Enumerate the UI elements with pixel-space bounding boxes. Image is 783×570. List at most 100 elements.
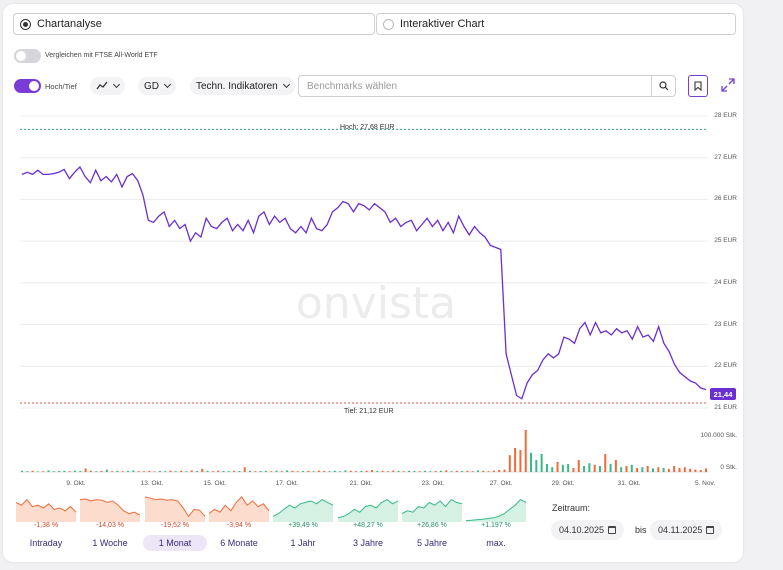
volume-bar bbox=[551, 467, 554, 472]
period-sparkline bbox=[145, 496, 205, 522]
volume-bar bbox=[381, 470, 384, 472]
period-button[interactable]: 1 Monat bbox=[143, 535, 207, 551]
volume-bar bbox=[508, 455, 511, 472]
volume-bar bbox=[455, 470, 458, 472]
last-price-badge: 21,44 bbox=[710, 388, 736, 400]
volume-bar bbox=[609, 464, 612, 472]
volume-bar bbox=[705, 468, 707, 472]
volume-max-label: 100.000 Stk. bbox=[700, 432, 738, 439]
x-tick-label: 13. Okt. bbox=[140, 480, 164, 487]
volume-bar bbox=[190, 470, 193, 472]
volume-bar bbox=[323, 471, 326, 472]
date-from-input[interactable]: 04.10.2025 bbox=[551, 520, 625, 540]
volume-bar bbox=[524, 430, 527, 472]
line-chart-icon bbox=[96, 81, 108, 90]
sparkline-area bbox=[16, 499, 76, 522]
sparkline-line bbox=[338, 499, 398, 519]
volume-bar bbox=[355, 471, 358, 472]
volume-bar bbox=[31, 470, 34, 472]
period-change: +39,49 % bbox=[288, 522, 318, 529]
volume-bar bbox=[423, 470, 426, 472]
period-button[interactable]: 6 Monate bbox=[220, 538, 258, 548]
sparkline-line bbox=[273, 499, 333, 517]
volume-bar bbox=[535, 460, 538, 472]
sparkline-area bbox=[466, 499, 526, 522]
compare-label: Vergleichen mit FTSE All-World ETF bbox=[45, 52, 158, 59]
hochtief-toggle[interactable] bbox=[14, 79, 41, 93]
volume-bar bbox=[598, 466, 601, 472]
volume-bar bbox=[58, 471, 61, 472]
volume-bar bbox=[233, 470, 236, 472]
tab-interaktiv-label: Interaktiver Chart bbox=[400, 18, 485, 30]
bookmark-button[interactable] bbox=[688, 75, 708, 97]
period-sparkline bbox=[16, 498, 76, 522]
volume-bar bbox=[651, 468, 654, 472]
period-sparkline bbox=[273, 499, 333, 522]
volume-bar bbox=[21, 470, 23, 472]
y-tick-label: 25 EUR bbox=[714, 237, 737, 245]
benchmark-search[interactable]: Benchmarks wählen bbox=[298, 75, 676, 97]
price-line bbox=[21, 165, 707, 400]
volume-bar bbox=[699, 470, 702, 472]
tab-interaktiver-chart[interactable]: Interaktiver Chart bbox=[376, 13, 736, 35]
sparkline-line bbox=[466, 498, 526, 522]
price-chart[interactable]: onvista bbox=[0, 0, 783, 500]
volume-bar bbox=[439, 470, 442, 472]
volume-bar bbox=[492, 470, 495, 472]
volume-bar bbox=[84, 468, 87, 472]
volume-bar bbox=[434, 471, 437, 472]
volume-bar bbox=[317, 470, 320, 472]
volume-bar bbox=[116, 470, 119, 472]
period-button[interactable]: 3 Jahre bbox=[352, 538, 384, 548]
period-change: -19,52 % bbox=[160, 522, 190, 529]
y-tick-label: 23 EUR bbox=[714, 320, 737, 328]
volume-bar bbox=[540, 454, 543, 472]
volume-bar bbox=[259, 471, 262, 472]
y-tick-label: 26 EUR bbox=[714, 195, 737, 203]
period-change: -3,94 % bbox=[226, 522, 252, 529]
volume-bar bbox=[477, 470, 479, 472]
volume-bar bbox=[466, 470, 469, 472]
volume-bar bbox=[530, 452, 533, 472]
exchange-dropdown[interactable]: GD bbox=[138, 77, 176, 95]
volume-bar bbox=[667, 468, 670, 472]
volume-bar bbox=[264, 470, 267, 472]
volume-bar bbox=[408, 470, 411, 472]
volume-bar bbox=[662, 468, 665, 472]
period-change: +1.197 % bbox=[481, 522, 511, 529]
x-tick-label: 27. Okt. bbox=[489, 480, 513, 487]
volume-bar bbox=[74, 470, 77, 472]
volume-bar bbox=[614, 460, 617, 472]
sparkline-area bbox=[273, 499, 333, 522]
period-button[interactable]: 5 Jahre bbox=[416, 538, 448, 548]
volume-bar bbox=[105, 469, 108, 472]
volume-bar bbox=[630, 464, 633, 472]
chart-type-dropdown[interactable] bbox=[90, 77, 125, 95]
period-sparkline bbox=[466, 498, 526, 522]
period-button[interactable]: Intraday bbox=[29, 538, 63, 548]
tab-chartanalyse[interactable]: Chartanalyse bbox=[13, 13, 375, 35]
fullscreen-button[interactable] bbox=[720, 77, 736, 93]
volume-bar bbox=[683, 467, 686, 472]
period-button[interactable]: max. bbox=[486, 538, 506, 548]
volume-bar bbox=[111, 471, 114, 472]
volume-bar bbox=[164, 471, 167, 472]
volume-zero-label: 0 Stk. bbox=[720, 464, 737, 471]
date-to-input[interactable]: 04.11.2025 bbox=[650, 520, 723, 540]
volume-bar bbox=[127, 471, 130, 472]
compare-toggle[interactable] bbox=[14, 49, 41, 63]
volume-bar bbox=[413, 471, 416, 472]
volume-bar bbox=[275, 470, 278, 472]
indicators-label: Techn. Indikatoren bbox=[196, 80, 278, 92]
period-button[interactable]: 1 Jahr bbox=[290, 538, 316, 548]
volume-bar bbox=[312, 471, 315, 472]
search-button[interactable] bbox=[651, 76, 675, 96]
x-tick-label: 29. Okt. bbox=[551, 480, 575, 487]
volume-bar bbox=[142, 471, 145, 472]
indicators-dropdown[interactable]: Techn. Indikatoren bbox=[190, 77, 295, 95]
volume-bar bbox=[588, 463, 591, 472]
period-button[interactable]: 1 Woche bbox=[92, 538, 128, 548]
volume-bar bbox=[291, 470, 294, 472]
benchmark-placeholder: Benchmarks wählen bbox=[307, 80, 398, 92]
volume-bar bbox=[89, 470, 92, 472]
